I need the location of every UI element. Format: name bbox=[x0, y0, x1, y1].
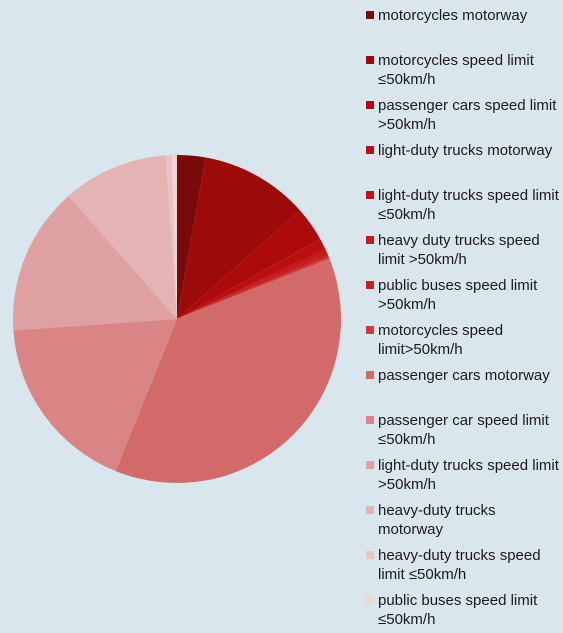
pie-slice bbox=[177, 155, 206, 319]
legend-item: heavy-duty trucks motorway bbox=[366, 501, 563, 539]
legend-label: public buses speed limit ≤50km/h bbox=[378, 592, 538, 628]
legend-swatch bbox=[366, 506, 374, 514]
pie-slice bbox=[171, 155, 177, 319]
legend-label: motorcycles speed limit>50km/h bbox=[378, 322, 504, 358]
legend-item: light-duty trucks speed limit ≤50km/h bbox=[366, 186, 563, 224]
legend-item: light-duty trucks speed limit >50km/h bbox=[366, 456, 563, 494]
legend-swatch bbox=[366, 146, 374, 154]
legend-item: public buses speed limit ≤50km/h bbox=[366, 591, 563, 629]
legend-item: passenger cars speed limit >50km/h bbox=[366, 96, 563, 134]
pie-slice bbox=[13, 319, 177, 472]
legend-swatch bbox=[366, 416, 374, 424]
legend-swatch bbox=[366, 11, 374, 19]
pie-slice bbox=[115, 258, 341, 483]
legend-label: passenger cars speed limit >50km/h bbox=[378, 97, 557, 133]
legend-item: light-duty trucks motorway bbox=[366, 141, 563, 160]
legend-swatch bbox=[366, 191, 374, 199]
legend-item: motorcycles speed limit ≤50km/h bbox=[366, 51, 563, 89]
legend-label: passenger car speed limit ≤50km/h bbox=[378, 412, 549, 448]
pie-slice bbox=[13, 195, 177, 331]
pie-slice bbox=[177, 251, 328, 319]
legend-item: passenger car speed limit ≤50km/h bbox=[366, 411, 563, 449]
pie-slice bbox=[177, 210, 321, 319]
legend-swatch bbox=[366, 596, 374, 604]
pie-slice bbox=[68, 155, 177, 319]
legend-label: light-duty trucks motorway bbox=[378, 142, 553, 159]
legend-label: light-duty trucks speed limit ≤50km/h bbox=[378, 187, 559, 223]
legend-swatch bbox=[366, 101, 374, 109]
legend-label: passenger cars motorway bbox=[378, 367, 550, 384]
legend-swatch bbox=[366, 551, 374, 559]
legend-label: motorcycles motorway bbox=[378, 7, 528, 24]
pie-slice bbox=[177, 239, 326, 319]
pie-slice bbox=[165, 155, 177, 319]
pie-slice bbox=[177, 254, 329, 319]
legend-label: light-duty trucks speed limit >50km/h bbox=[378, 457, 559, 493]
legend-item: motorcycles motorway bbox=[366, 6, 563, 25]
legend-swatch bbox=[366, 281, 374, 289]
legend-label: public buses speed limit >50km/h bbox=[378, 277, 538, 313]
legend-item: heavy duty trucks speed limit >50km/h bbox=[366, 231, 563, 269]
legend-label: motorcycles speed limit ≤50km/h bbox=[378, 52, 534, 88]
pie-slice bbox=[177, 256, 330, 319]
legend-label: heavy-duty trucks motorway bbox=[378, 502, 496, 538]
pie-slice bbox=[177, 249, 327, 319]
legend-label: heavy-duty trucks speed limit ≤50km/h bbox=[378, 547, 541, 583]
legend-swatch bbox=[366, 371, 374, 379]
pie-chart bbox=[13, 155, 341, 483]
legend-label: heavy duty trucks speed limit >50km/h bbox=[378, 232, 540, 268]
legend-swatch bbox=[366, 461, 374, 469]
legend-swatch bbox=[366, 56, 374, 64]
legend-item: heavy-duty trucks speed limit ≤50km/h bbox=[366, 546, 563, 584]
legend-item: public buses speed limit >50km/h bbox=[366, 276, 563, 314]
legend-item: passenger cars motorway bbox=[366, 366, 563, 385]
legend-swatch bbox=[366, 236, 374, 244]
legend-item: motorcycles speed limit>50km/h bbox=[366, 321, 563, 359]
legend-swatch bbox=[366, 326, 374, 334]
pie-slice bbox=[177, 157, 301, 319]
